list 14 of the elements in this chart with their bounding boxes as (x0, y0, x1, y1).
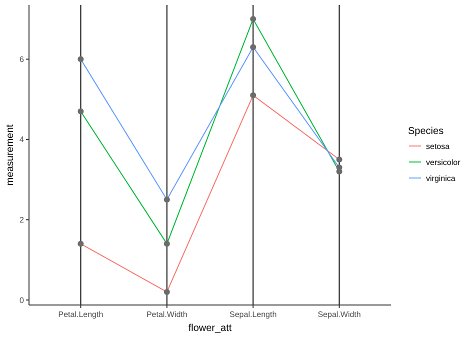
x-tick-label: Sepal.Length (230, 310, 277, 319)
legend-title: Species (408, 126, 444, 137)
x-tick-label: Petal.Length (58, 310, 104, 319)
y-tick-label: 2 (20, 216, 25, 225)
x-tick-label: Sepal.Width (318, 310, 361, 319)
y-axis-title: measurement (5, 124, 16, 186)
x-axis-title: flower_att (188, 323, 232, 334)
y-tick-label: 4 (20, 135, 25, 144)
y-tick-label: 0 (20, 296, 25, 305)
legend-label: virginica (426, 174, 456, 183)
x-tick-label: Petal.Width (146, 310, 188, 319)
legend-label: setosa (426, 142, 450, 151)
y-tick-label: 6 (20, 54, 25, 64)
legend-label: versicolor (426, 158, 461, 167)
